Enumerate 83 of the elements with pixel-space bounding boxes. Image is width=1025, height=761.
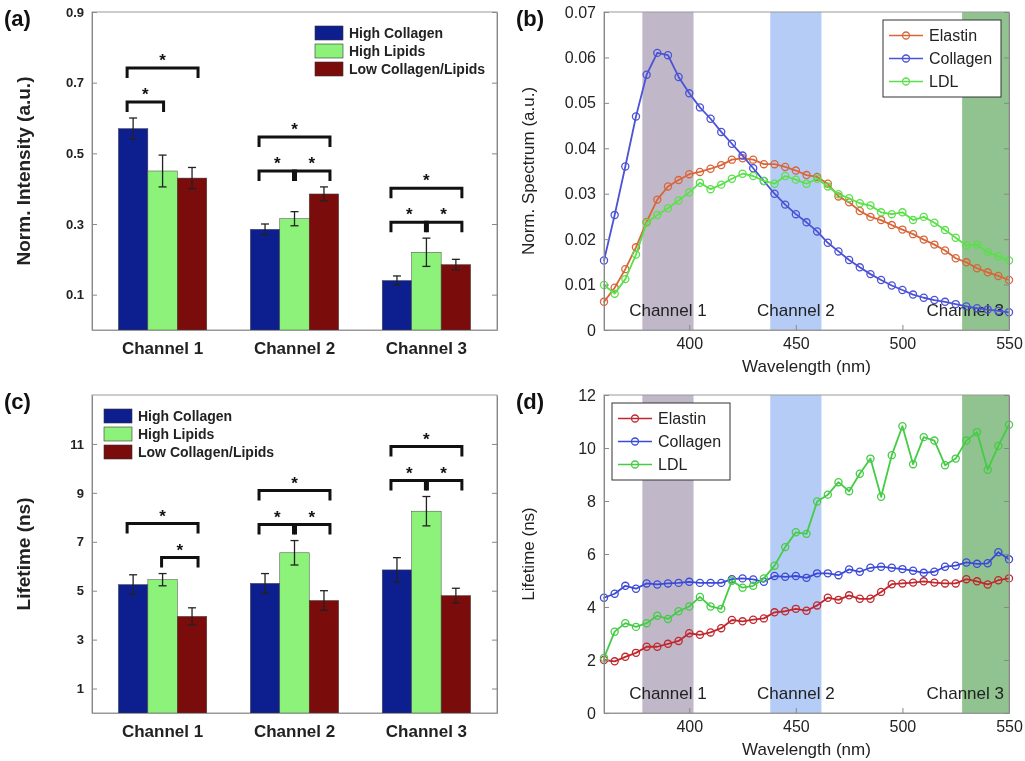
annotation: *: [423, 171, 431, 191]
y-tick-label: 9: [76, 485, 84, 501]
y-tick-label: 0: [587, 704, 597, 722]
chart-title: (d): [516, 389, 545, 414]
x-tick-label: 550: [996, 718, 1023, 736]
y-tick-label: 0.02: [564, 230, 597, 248]
annotation: *: [159, 506, 167, 526]
band-label: Channel 3: [926, 684, 1004, 703]
y-tick-label: 0.5: [65, 145, 84, 161]
x-tick-label: 500: [889, 718, 917, 736]
annotation: *: [142, 85, 150, 104]
legend-label: LDL: [929, 73, 959, 91]
y-tick-label: 3: [76, 632, 84, 648]
x-tick-label: Channel 3: [385, 339, 468, 359]
annotation: *: [440, 463, 448, 483]
legend-label: Low Collagen/Lipids: [138, 443, 275, 460]
x-axis-title: Wavelength (nm): [742, 357, 871, 376]
chart-title: (b): [516, 6, 545, 31]
annotation: *: [176, 540, 184, 560]
x-tick-label: 500: [889, 335, 917, 353]
y-tick-label: 8: [587, 492, 597, 510]
y-axis-title: Norm. Intensity (a.u.): [13, 76, 34, 266]
legend-label: Elastin: [658, 410, 707, 428]
y-tick-label: 10: [578, 439, 597, 457]
y-tick-label: 0.05: [564, 94, 597, 112]
x-tick-label: Channel 1: [121, 722, 204, 742]
y-tick-label: 1: [76, 681, 84, 697]
y-tick-label: 0.07: [564, 3, 597, 21]
x-tick-label: Channel 1: [121, 339, 204, 359]
legend-label: High Lipids: [138, 425, 215, 442]
y-tick-label: 5: [76, 583, 84, 599]
chart-title: (a): [4, 6, 31, 31]
y-tick-label: 0.1: [65, 287, 84, 303]
y-tick-label: 0: [587, 321, 597, 339]
x-tick-label: Channel 2: [253, 722, 336, 742]
y-tick-label: 0.01: [564, 276, 597, 294]
y-axis-title: Norm. Spectrum (a.u.): [519, 86, 538, 256]
annotation: *: [440, 205, 448, 225]
x-tick-label: 550: [996, 335, 1023, 353]
legend-label: LDL: [658, 456, 688, 474]
band-label: Channel 2: [757, 301, 835, 320]
y-axis-title: Lifetime (ns): [13, 497, 34, 611]
y-tick-label: 0.03: [564, 185, 597, 203]
x-tick-label: 450: [782, 335, 810, 353]
annotation: *: [308, 153, 316, 173]
y-tick-label: 11: [70, 436, 84, 452]
y-tick-label: 2: [587, 651, 597, 669]
legend-label: Collagen: [929, 50, 993, 68]
y-tick-label: 0.04: [564, 139, 597, 157]
annotation: *: [405, 205, 413, 225]
annotation: *: [273, 507, 281, 527]
y-tick-label: 0.06: [564, 49, 597, 67]
y-tick-label: 6: [587, 545, 597, 563]
annotation: *: [405, 463, 413, 483]
y-tick-label: 0.3: [65, 216, 84, 232]
annotation: *: [291, 119, 299, 139]
y-tick-label: 12: [578, 386, 597, 404]
y-axis-title: Lifetime (ns): [519, 507, 538, 601]
annotation: *: [308, 507, 316, 527]
y-tick-label: 0.9: [65, 4, 84, 20]
band-label: Channel 2: [757, 684, 835, 703]
x-tick-label: Channel 2: [253, 339, 336, 359]
legend-label: High Collagen: [349, 24, 444, 41]
legend-label: Collagen: [658, 433, 722, 451]
legend-label: High Lipids: [349, 42, 426, 59]
band-label: Channel 1: [629, 301, 707, 320]
band-label: Channel 1: [629, 684, 707, 703]
legend-label: Low Collagen/Lipids: [349, 60, 486, 77]
y-tick-label: 4: [587, 598, 597, 616]
legend-label: Elastin: [929, 27, 978, 45]
x-tick-label: 400: [676, 335, 704, 353]
annotation: *: [423, 429, 431, 449]
annotation: *: [291, 473, 299, 493]
chart-title: (c): [4, 389, 31, 414]
x-axis-title: Wavelength (nm): [742, 740, 871, 759]
annotation: *: [159, 51, 167, 70]
x-tick-label: Channel 3: [385, 722, 468, 742]
y-tick-label: 0.7: [65, 75, 84, 91]
y-tick-label: 7: [76, 534, 84, 550]
legend-label: High Collagen: [138, 407, 233, 424]
x-tick-label: 450: [782, 718, 810, 736]
x-tick-label: 400: [676, 718, 704, 736]
annotation: *: [273, 153, 281, 173]
